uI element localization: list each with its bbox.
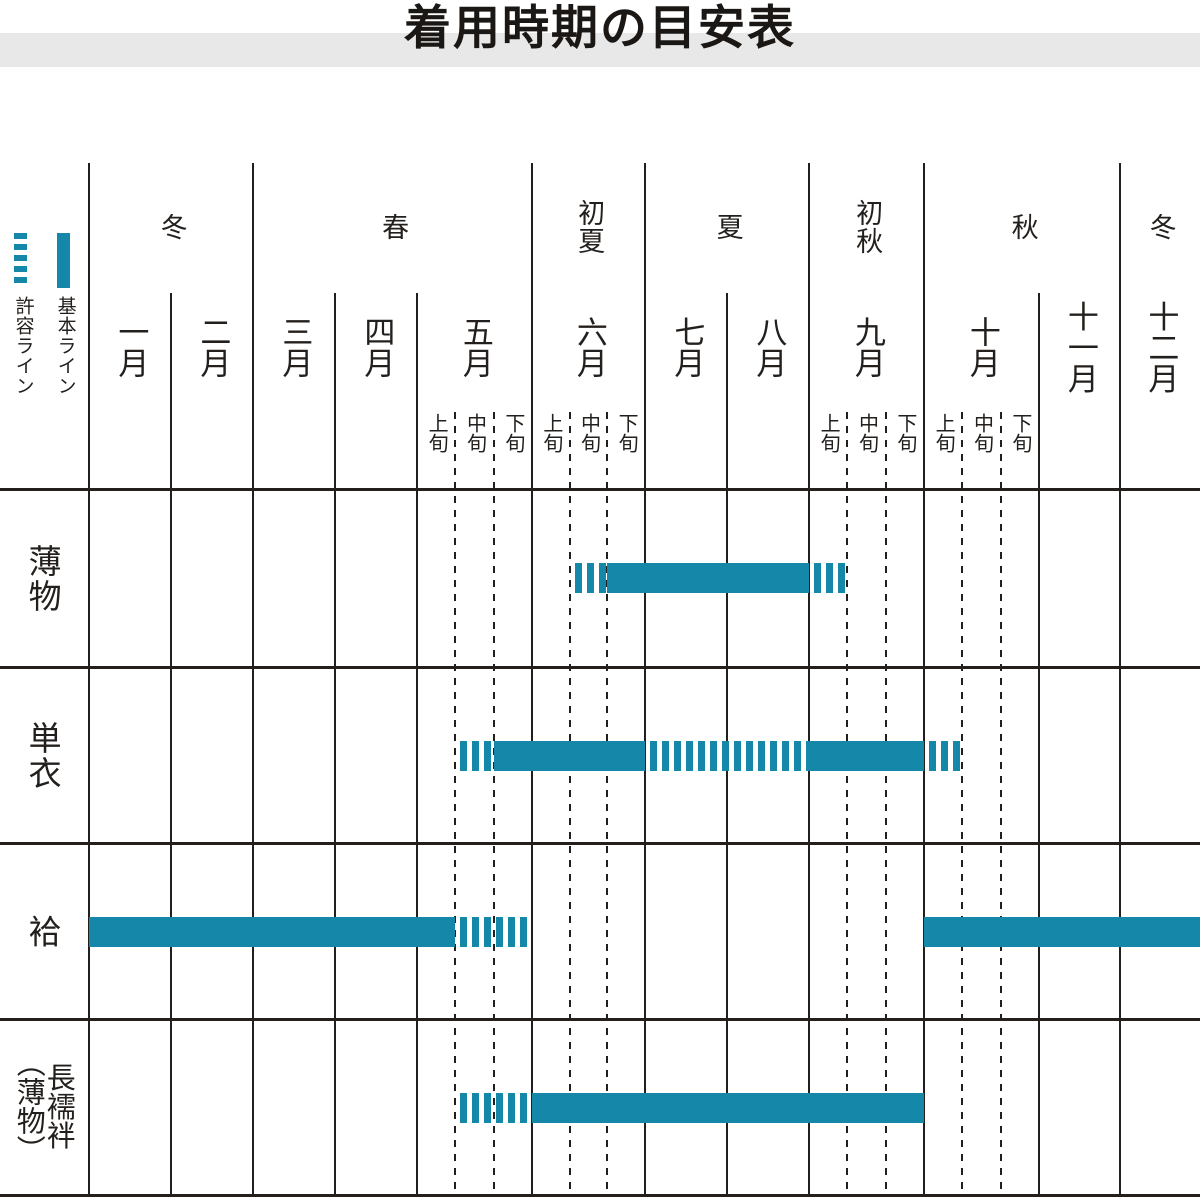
title-band bbox=[0, 33, 1200, 67]
grid-dashed-line bbox=[493, 412, 495, 1196]
month-label: 二月 bbox=[195, 316, 231, 378]
season-label: 秋 bbox=[1007, 213, 1038, 241]
grid-vline bbox=[252, 163, 254, 1196]
row-label: 単衣 bbox=[24, 721, 62, 791]
grid-hline bbox=[0, 1194, 1200, 1197]
month-label: 六月 bbox=[571, 316, 607, 378]
grid-hline bbox=[0, 1018, 1200, 1021]
bar-segment-basic bbox=[494, 741, 645, 771]
legend-basic-label: 基本ライン bbox=[54, 296, 76, 396]
month-label: 十一月 bbox=[1062, 300, 1098, 394]
jun-label: 下旬 bbox=[501, 413, 524, 453]
grid-dashed-line bbox=[1000, 412, 1002, 1196]
row-label: 薄物 bbox=[24, 544, 62, 614]
grid-vline bbox=[416, 293, 418, 1196]
grid-dashed-line bbox=[569, 412, 571, 1196]
season-label: 春 bbox=[378, 213, 409, 241]
bar-segment-allow bbox=[645, 741, 809, 771]
month-label: 一月 bbox=[113, 316, 149, 378]
month-label: 三月 bbox=[277, 316, 313, 378]
grid-dashed-line bbox=[846, 412, 848, 1196]
row-label-paren: （薄物） bbox=[12, 1048, 45, 1164]
bar-segment-allow bbox=[924, 741, 962, 771]
row-label: 袷 bbox=[24, 914, 62, 950]
season-label: 初夏 bbox=[574, 199, 605, 255]
month-label: 十二月 bbox=[1143, 300, 1179, 394]
bar-segment-allow bbox=[809, 563, 847, 593]
season-label: 初秋 bbox=[852, 199, 883, 255]
month-label: 四月 bbox=[359, 316, 395, 378]
grid-hline bbox=[0, 666, 1200, 669]
bar-segment-basic bbox=[809, 741, 924, 771]
bar-segment-allow bbox=[455, 1093, 532, 1123]
jun-label: 中旬 bbox=[970, 413, 993, 453]
month-label: 十月 bbox=[964, 316, 1000, 378]
legend-allow-swatch bbox=[14, 233, 27, 288]
grid-vline bbox=[923, 163, 925, 1196]
bar-segment-basic bbox=[89, 917, 455, 947]
bar-segment-allow bbox=[570, 563, 608, 593]
jun-label: 上旬 bbox=[817, 413, 840, 453]
jun-label: 下旬 bbox=[893, 413, 916, 453]
month-label: 七月 bbox=[669, 316, 705, 378]
jun-label: 上旬 bbox=[425, 413, 448, 453]
season-label: 冬 bbox=[156, 213, 187, 241]
jun-label: 下旬 bbox=[1008, 413, 1031, 453]
grid-hline bbox=[0, 488, 1200, 491]
season-label: 冬 bbox=[1145, 213, 1176, 241]
grid-vline bbox=[1038, 293, 1040, 1196]
month-label: 八月 bbox=[751, 316, 787, 378]
grid-vline bbox=[1119, 163, 1121, 1196]
grid-vline bbox=[644, 163, 646, 1196]
grid-vline bbox=[170, 293, 172, 1196]
page-title: 着用時期の目安表 bbox=[404, 1, 796, 54]
bar-segment-basic bbox=[924, 917, 1200, 947]
grid-hline bbox=[0, 842, 1200, 845]
bar-segment-basic bbox=[532, 1093, 924, 1123]
month-label: 五月 bbox=[457, 316, 493, 378]
grid-vline bbox=[88, 163, 90, 1196]
jun-label: 上旬 bbox=[539, 413, 562, 453]
jun-label: 中旬 bbox=[463, 413, 486, 453]
grid-dashed-line bbox=[606, 412, 608, 1196]
season-label: 夏 bbox=[712, 213, 743, 241]
grid-dashed-line bbox=[961, 412, 963, 1196]
bar-segment-allow bbox=[455, 741, 493, 771]
legend-allow-label: 許容ライン bbox=[12, 296, 34, 396]
jun-label: 上旬 bbox=[932, 413, 955, 453]
row-label: 長襦袢 bbox=[42, 1062, 75, 1150]
jun-label: 中旬 bbox=[577, 413, 600, 453]
grid-vline bbox=[808, 163, 810, 1196]
bar-segment-basic bbox=[607, 563, 809, 593]
grid-vline bbox=[531, 163, 533, 1196]
legend-basic-swatch bbox=[57, 233, 70, 288]
grid-vline bbox=[334, 293, 336, 1196]
jun-label: 下旬 bbox=[615, 413, 638, 453]
bar-segment-allow bbox=[455, 917, 532, 947]
grid-dashed-line bbox=[885, 412, 887, 1196]
jun-label: 中旬 bbox=[855, 413, 878, 453]
grid-dashed-line bbox=[454, 412, 456, 1196]
month-label: 九月 bbox=[849, 316, 885, 378]
